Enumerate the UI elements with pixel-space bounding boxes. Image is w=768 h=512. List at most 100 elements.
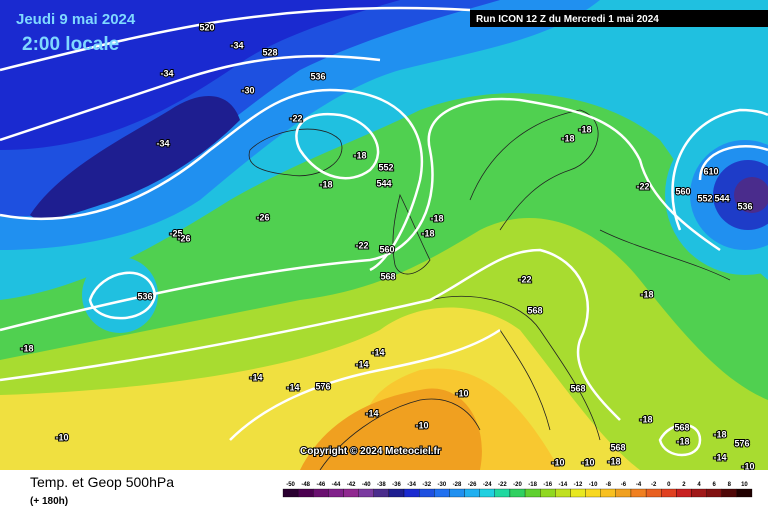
contour-label: -22	[636, 181, 649, 191]
contour-label: -18	[639, 414, 652, 424]
legend-tick-label: -48	[301, 482, 310, 488]
legend-tick-label: -34	[407, 482, 416, 488]
legend-swatch	[449, 488, 465, 498]
legend-swatch	[630, 488, 647, 498]
contour-label: -30	[241, 85, 254, 95]
legend-tick-label: -46	[316, 482, 325, 488]
legend-tick-label: -30	[438, 482, 447, 488]
legend-swatch	[282, 488, 299, 498]
contour-label: 536	[310, 71, 325, 81]
contour-label: -26	[256, 212, 269, 222]
hot-area	[300, 388, 482, 470]
contour-labels: 520 -34 528 -34 536 -30 -22 -34 -18 -18 -18 552 -18 5…	[19, 21, 755, 472]
legend-swatch	[419, 488, 435, 498]
legend-tick-label: 10	[741, 482, 748, 488]
legend-tick-label: -22	[498, 482, 507, 488]
contour-label: -14	[286, 382, 299, 392]
legend-tick-label: -18	[528, 482, 537, 488]
legend-tick-label: -36	[392, 482, 401, 488]
legend-swatch	[676, 488, 692, 498]
run-label: Run ICON 12 Z du Mercredi 1 mai 2024	[476, 14, 659, 25]
legend-swatch	[343, 488, 359, 498]
contour-label: -10	[415, 420, 428, 430]
contour-label: 552	[697, 193, 712, 203]
legend-swatch	[691, 488, 707, 498]
legend-swatch	[434, 488, 450, 498]
legend-swatch	[358, 488, 374, 498]
legend-tick-label: -16	[543, 482, 552, 488]
legend-tick-label: -20	[513, 482, 522, 488]
legend-swatch	[388, 488, 405, 498]
contour-label: 568	[570, 383, 585, 393]
contour-label: -34	[156, 138, 169, 148]
legend-tick-label: -4	[636, 482, 642, 488]
legend-swatch	[600, 488, 616, 498]
contour-label: 610	[703, 166, 718, 176]
contour-label: -18	[676, 436, 689, 446]
legend-tick-label: -32	[422, 482, 431, 488]
legend-swatch	[509, 488, 526, 498]
contour-label: -18	[640, 289, 653, 299]
legend-tick-label: -40	[362, 482, 371, 488]
contour-label: 560	[379, 244, 394, 254]
greenland	[30, 96, 240, 220]
legend-tick-label: -2	[651, 482, 657, 488]
contour-label: -18	[607, 456, 620, 466]
coastlines	[248, 109, 731, 471]
legend-swatch	[585, 488, 601, 498]
contour-label: -25	[169, 228, 182, 238]
legend-tick-label: 8	[728, 482, 732, 488]
contour-label: -10	[551, 457, 564, 467]
contour-label: -14	[371, 347, 384, 357]
color-legend: -50 -48 -46 -44 -42 -40 -38 -36 -34 -32 -30 -28 -26-…	[282, 482, 753, 498]
legend-tick-label: -24	[483, 482, 492, 488]
contour-label: 536	[737, 201, 752, 211]
contour-label: -18	[319, 179, 332, 189]
contour-label: -10	[741, 461, 754, 471]
contour-label: -18	[713, 429, 726, 439]
legend-tick-label: -42	[347, 482, 356, 488]
contour-label: 552	[378, 162, 393, 172]
contours	[0, 6, 768, 457]
legend-tick-label: 0	[667, 482, 671, 488]
footer-title: Temp. et Geop 500hPa	[30, 474, 174, 490]
legend-tick-label: -10	[589, 482, 598, 488]
legend-tick-label: 6	[713, 482, 717, 488]
contour-label: -14	[355, 359, 368, 369]
legend-swatch	[706, 488, 722, 498]
legend-swatch	[313, 488, 329, 498]
contour-label: -14	[249, 372, 262, 382]
legend-tick-label: -6	[621, 482, 627, 488]
contour-label: -34	[160, 68, 173, 78]
contour-label: 568	[674, 422, 689, 432]
contour-label: -14	[365, 408, 378, 418]
contour-label: -18	[421, 228, 434, 238]
contour-label: 560	[675, 186, 690, 196]
contour-label: -10	[581, 457, 594, 467]
legend-swatch	[479, 488, 495, 498]
legend-tick-label: 4	[697, 482, 701, 488]
run-box	[470, 10, 768, 27]
forecast-time: 2:00 locale	[22, 34, 119, 55]
contour-label: 536	[137, 291, 152, 301]
legend-tick-label: 2	[682, 482, 686, 488]
contour-label: 544	[714, 193, 729, 203]
legend-swatch	[328, 488, 344, 498]
legend-swatch	[373, 488, 390, 498]
forecast-date: Jeudi 9 mai 2024	[16, 11, 136, 28]
legend-tick-label: -50	[286, 482, 295, 488]
legend-swatch	[540, 488, 556, 498]
legend-swatch	[661, 488, 677, 498]
legend-tick-label: -8	[606, 482, 612, 488]
legend-swatch	[736, 488, 753, 498]
contour-label: 576	[315, 381, 330, 391]
contour-label: 520	[199, 22, 214, 32]
contour-label: -10	[55, 432, 68, 442]
contour-label: -18	[353, 150, 366, 160]
legend-swatch	[615, 488, 632, 498]
contour-label: 544	[376, 178, 391, 188]
contour-label: -14	[713, 452, 726, 462]
contour-label: 568	[380, 271, 395, 281]
contour-label: -18	[578, 124, 591, 134]
